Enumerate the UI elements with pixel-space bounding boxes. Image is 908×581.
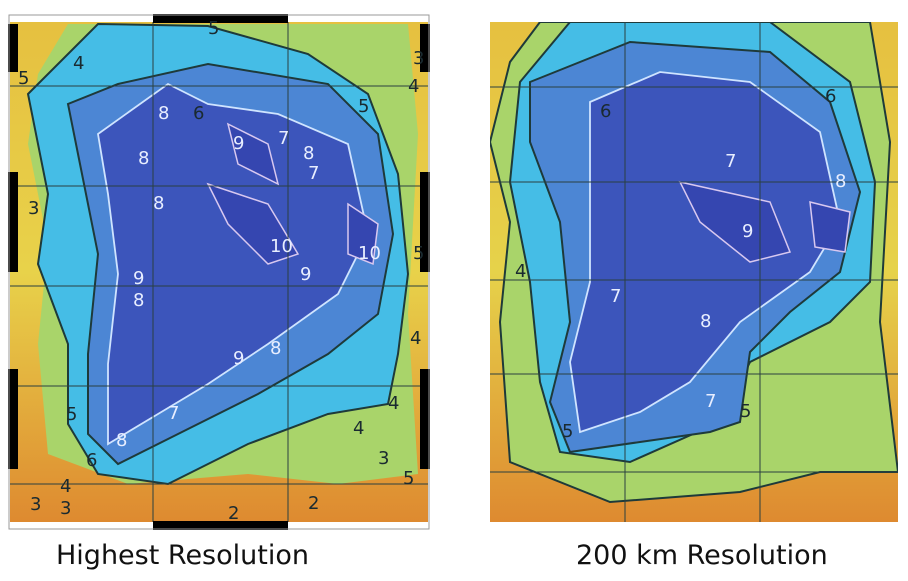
contour-label: 6 [600, 101, 611, 122]
contour-label: 3 [378, 448, 389, 469]
contour-label: 8 [153, 193, 164, 214]
contour-label: 3 [60, 498, 71, 519]
map-panel-highest-resolution: 5 4 3 4 5 6 5 3 8 8 9 7 8 7 8 10 9 10 9 8 9 8 7 8 5 6 4 3 3 3 2 2 4 4 5 5 4 … [8, 14, 432, 571]
contour-zone-9 [678, 180, 851, 263]
contour-map-200km: 6 6 4 7 8 9 7 8 7 5 5 [490, 22, 898, 522]
contour-zone-7 [569, 71, 841, 434]
contour-label: 9 [300, 264, 311, 285]
contour-label: 4 [408, 76, 419, 97]
contour-label: 7 [168, 403, 179, 424]
contour-labels: 6 6 4 7 8 9 7 8 7 5 5 [515, 86, 846, 442]
contour-label: 7 [705, 391, 716, 412]
contour-label: 7 [308, 163, 319, 184]
map-panel-200km-resolution: 6 6 4 7 8 9 7 8 7 5 5 200 km Resolution [490, 22, 898, 571]
contour-label: 3 [28, 198, 39, 219]
contour-label: 4 [388, 393, 399, 414]
contour-label: 5 [208, 18, 219, 39]
contour-label: 8 [158, 103, 169, 124]
contour-label: 8 [138, 148, 149, 169]
contour-label: 3 [30, 494, 41, 515]
contour-zone-8 [97, 82, 369, 446]
contour-label: 10 [358, 243, 381, 264]
contour-label: 4 [515, 261, 526, 282]
contour-label: 8 [835, 171, 846, 192]
contour-label: 9 [233, 133, 244, 154]
contour-label: 8 [270, 338, 281, 359]
contour-label: 8 [133, 290, 144, 311]
map-frame [8, 14, 430, 530]
contour-label: 9 [133, 268, 144, 289]
contour-label: 4 [73, 53, 84, 74]
contour-label: 7 [610, 286, 621, 307]
contour-label: 8 [700, 311, 711, 332]
contour-label: 5 [562, 421, 573, 442]
contour-label: 2 [228, 503, 239, 524]
frame-ticks [8, 14, 430, 530]
contour-label: 5 [413, 243, 424, 264]
contour-label: 4 [60, 476, 71, 497]
contour-label: 9 [233, 348, 244, 369]
contour-label: 6 [86, 450, 97, 471]
contour-label: 6 [193, 103, 204, 124]
contour-label: 5 [18, 68, 29, 89]
caption-highest-resolution: Highest Resolution [56, 540, 309, 571]
contour-label: 5 [403, 468, 414, 489]
caption-200km-resolution: 200 km Resolution [576, 540, 828, 571]
contour-zone-9 [206, 122, 379, 266]
contour-label: 3 [413, 48, 424, 69]
contour-label: 7 [725, 151, 736, 172]
contour-label: 9 [742, 221, 753, 242]
contour-label: 10 [270, 236, 293, 257]
contour-label: 2 [308, 493, 319, 514]
contour-label: 5 [740, 401, 751, 422]
contour-label: 5 [66, 404, 77, 425]
contour-label: 4 [410, 328, 421, 349]
contour-label: 4 [353, 418, 364, 439]
graticule [10, 22, 428, 522]
contour-label: 6 [825, 86, 836, 107]
contour-label: 8 [116, 430, 127, 451]
graticule [490, 22, 898, 522]
contour-label: 5 [358, 96, 369, 117]
contour-label: 7 [278, 128, 289, 149]
contour-label: 8 [303, 143, 314, 164]
